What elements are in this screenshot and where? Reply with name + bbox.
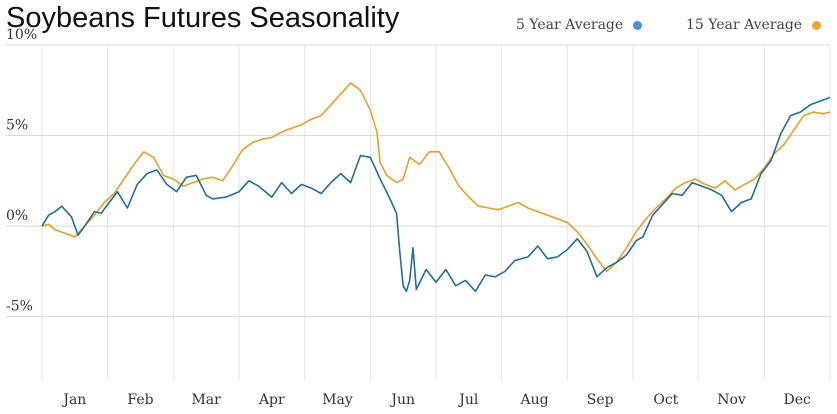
legend-dot-icon	[812, 20, 822, 30]
chart-title: Soybeans Futures Seasonality	[6, 2, 400, 34]
x-tick-label: Mar	[191, 392, 221, 408]
y-tick-label: -5%	[6, 299, 33, 315]
x-tick-label: Jan	[61, 392, 86, 408]
series-line-5-year-average	[41, 96, 831, 293]
legend-label-15-year-average: 15 Year Average	[686, 17, 803, 33]
legend-dot-icon	[633, 20, 643, 30]
x-tick-label: Jul	[457, 392, 479, 408]
legend-label-5-year-average: 5 Year Average	[516, 17, 624, 33]
legend-item-5-year-average[interactable]: 5 Year Average	[516, 14, 643, 36]
x-tick-label: Jun	[389, 392, 415, 408]
x-tick-label: Aug	[519, 392, 548, 408]
y-tick-label: 0%	[6, 208, 28, 224]
x-tick-label: Apr	[258, 392, 285, 408]
series-line-15-year-average	[41, 82, 831, 273]
legend-item-15-year-average[interactable]: 15 Year Average	[686, 14, 822, 36]
x-tick-label: May	[322, 392, 353, 408]
x-tick-label: Feb	[127, 392, 153, 408]
x-tick-label: Sep	[587, 392, 614, 408]
x-tick-label: Dec	[783, 392, 811, 408]
x-tick-label: Oct	[653, 392, 678, 408]
x-tick-label: Nov	[717, 392, 746, 408]
y-tick-label: 5%	[6, 118, 28, 134]
y-tick-label: 10%	[6, 27, 37, 43]
